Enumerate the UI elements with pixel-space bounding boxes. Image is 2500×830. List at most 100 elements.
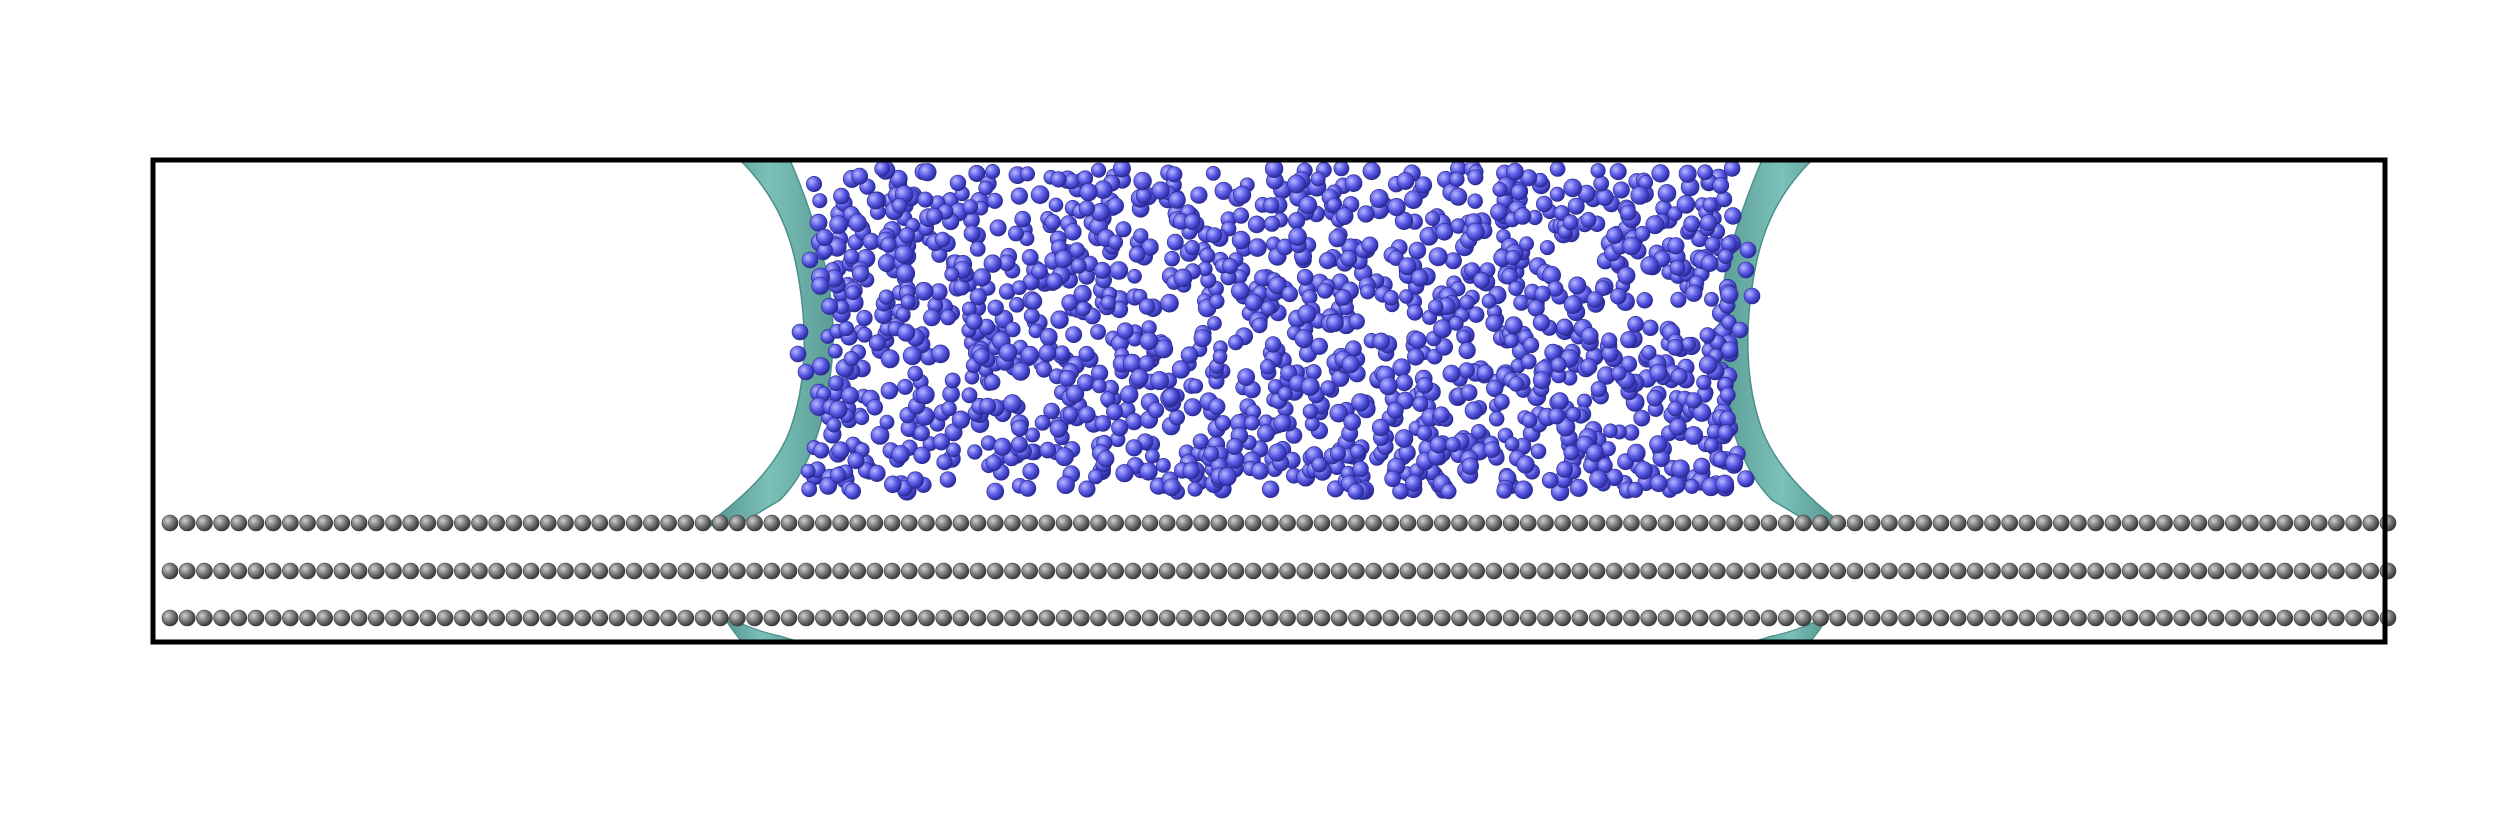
droplet-particle — [1396, 172, 1415, 190]
droplet-particle — [891, 445, 910, 464]
substrate-atom — [694, 609, 712, 627]
substrate-atom — [247, 609, 265, 627]
droplet-particle — [1116, 322, 1134, 340]
droplet-particle — [1395, 374, 1413, 392]
substrate-atom — [746, 562, 763, 580]
droplet-particle — [1360, 284, 1376, 300]
substrate-atom — [1021, 562, 1038, 580]
droplet-particle — [1034, 414, 1051, 431]
substrate-atom — [2190, 609, 2208, 627]
substrate-atom — [1382, 514, 1400, 532]
substrate-atom — [2035, 514, 2053, 532]
substrate-atom — [1898, 514, 1915, 532]
substrate-atom — [1588, 609, 1606, 627]
droplet-particle — [1678, 164, 1697, 183]
droplet-particle — [1237, 368, 1256, 387]
substrate-atom — [196, 562, 213, 580]
droplet-particle — [1622, 236, 1642, 256]
substrate-atom — [1691, 514, 1709, 532]
substrate-atom — [2104, 514, 2122, 532]
droplet-particle — [1164, 250, 1180, 267]
droplet-particle — [1458, 362, 1475, 379]
droplet-particle — [844, 482, 862, 500]
droplet-particle — [1348, 313, 1365, 330]
substrate-atom — [1588, 514, 1606, 532]
droplet-particle — [1021, 248, 1039, 266]
droplet-particle — [1383, 289, 1399, 306]
droplet-particle — [1392, 358, 1411, 377]
substrate-atom — [1984, 562, 2001, 580]
droplet-particle — [1563, 295, 1583, 315]
droplet-particle — [1173, 268, 1193, 288]
substrate-atom — [1399, 562, 1417, 580]
droplet-particle — [1444, 252, 1462, 270]
droplet-particle — [1361, 236, 1379, 254]
substrate-atom — [2225, 609, 2242, 627]
droplet-particle — [1458, 341, 1476, 360]
substrate-atom — [625, 609, 643, 627]
droplet-particle — [1281, 285, 1299, 303]
substrate-atom — [1795, 609, 1812, 627]
substrate-atom — [986, 514, 1004, 532]
droplet-particle — [880, 236, 897, 253]
droplet-particle — [1725, 453, 1744, 472]
substrate-atom — [2018, 562, 2036, 580]
droplet-particle — [1519, 236, 1534, 252]
droplet-particle — [1504, 316, 1523, 335]
droplet-particle — [1011, 436, 1028, 453]
substrate-atom — [385, 562, 402, 580]
substrate-atom — [2104, 562, 2122, 580]
substrate-atom — [2139, 609, 2156, 627]
droplet-particle — [1125, 439, 1143, 457]
substrate-atom — [1967, 609, 1984, 627]
droplet-particle — [843, 248, 860, 265]
substrate-atom — [2225, 514, 2242, 532]
substrate-atom — [1571, 609, 1589, 627]
substrate-atom — [1674, 562, 1692, 580]
substrate-atom — [849, 562, 867, 580]
substrate-atom — [402, 514, 420, 532]
droplet-particle — [1357, 205, 1375, 223]
droplet-particle — [1669, 259, 1686, 276]
droplet-particle — [1025, 292, 1043, 310]
droplet-particle — [1145, 448, 1160, 464]
droplet-particle — [918, 163, 937, 182]
substrate-atom — [2173, 562, 2190, 580]
droplet-particle — [1627, 481, 1644, 498]
substrate-atom — [1210, 562, 1228, 580]
substrate-atom — [2242, 514, 2259, 532]
substrate-atom — [2345, 562, 2362, 580]
substrate-atom — [196, 609, 213, 627]
droplet-particle — [1065, 384, 1085, 404]
droplet-particle — [987, 299, 1004, 316]
droplet-particle — [998, 343, 1018, 362]
droplet-particle — [829, 215, 849, 235]
substrate-atom — [402, 562, 420, 580]
substrate-atom — [1537, 514, 1554, 532]
droplet-particle — [1405, 474, 1423, 492]
droplet-particle — [1534, 285, 1551, 303]
droplet-particle — [1038, 344, 1057, 362]
droplet-particle — [868, 334, 886, 352]
substrate-atom — [2190, 562, 2208, 580]
droplet-particle — [1326, 197, 1342, 213]
substrate-atom — [1949, 514, 1967, 532]
droplet-particle — [1064, 223, 1082, 241]
substrate-atom — [1262, 609, 1279, 627]
substrate-atom — [1296, 609, 1314, 627]
substrate-atom — [2242, 609, 2259, 627]
droplet-particle — [1530, 443, 1547, 460]
substrate-atom — [711, 562, 729, 580]
droplet-particle — [1050, 171, 1067, 188]
droplet-particle — [1171, 360, 1191, 379]
droplet-particle — [801, 481, 818, 498]
droplet-particle — [1492, 182, 1508, 198]
droplet-particle — [961, 387, 978, 404]
droplet-particle — [1115, 464, 1134, 483]
substrate-atom — [1606, 514, 1623, 532]
substrate-atom — [1313, 562, 1331, 580]
droplet-particle — [1704, 291, 1719, 307]
droplet-particle — [1408, 241, 1427, 260]
substrate-atom — [505, 562, 523, 580]
substrate-atom — [2053, 562, 2070, 580]
